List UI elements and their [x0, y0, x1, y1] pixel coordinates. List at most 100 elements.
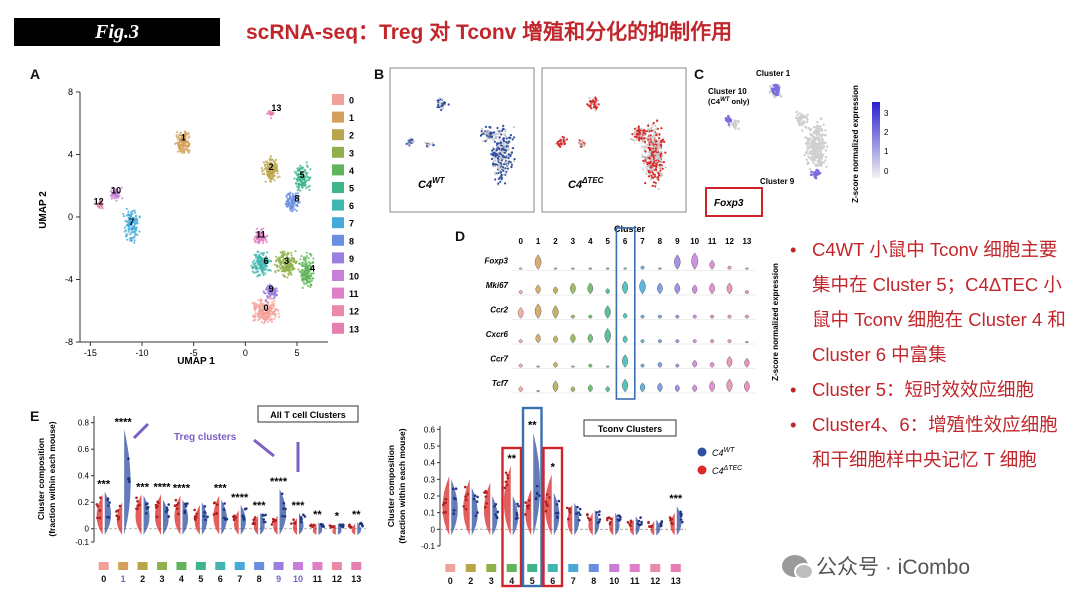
legend-swatch	[332, 287, 344, 299]
violin-mark	[640, 314, 645, 319]
umap-tec-points	[554, 96, 667, 190]
umap-cluster-label: 11	[256, 229, 266, 239]
colorbar-tick: 2	[884, 128, 889, 137]
comp-violin-wt	[574, 502, 580, 536]
umap-cluster-label: 9	[269, 284, 274, 294]
cluster-x-label: 8	[591, 576, 596, 586]
umap-cluster-label: 2	[269, 162, 274, 172]
comp-point	[495, 516, 499, 520]
highlight-cluster-box	[615, 227, 636, 400]
comp-point	[155, 515, 159, 519]
comp-point	[535, 496, 538, 500]
violin-mark	[553, 286, 558, 295]
legend-label: 10	[349, 272, 359, 282]
comp-point	[452, 512, 455, 515]
umap-y-tick: 8	[68, 87, 73, 97]
significance-stars: **	[507, 453, 516, 465]
comp-point	[184, 502, 187, 506]
cluster-x-label: 3	[489, 576, 494, 586]
violin-mark	[622, 354, 629, 368]
significance-stars: ****	[231, 492, 249, 504]
comp-point	[338, 523, 342, 526]
comp-point	[156, 500, 159, 504]
cluster-swatch	[506, 564, 517, 572]
umap-cluster-label: 10	[111, 186, 121, 196]
comp-point	[514, 517, 518, 520]
violin-mark	[744, 357, 750, 368]
legend-swatch	[332, 322, 344, 334]
cluster-x-label: 10	[293, 574, 303, 584]
violin-mark	[692, 384, 698, 393]
comp-violin-tec	[442, 476, 450, 536]
comp-point	[679, 515, 683, 518]
violin-gene-label: Ccr2	[490, 305, 508, 314]
comp-violin-wt	[533, 432, 541, 536]
violin-mark	[640, 363, 645, 368]
significance-stars: **	[313, 509, 322, 521]
comp-y-tick: 0.8	[78, 419, 90, 428]
legend-swatch	[332, 234, 344, 246]
umap-x-tick: -5	[190, 348, 198, 358]
comp-point	[98, 509, 102, 512]
comp-violin-wt	[299, 512, 304, 535]
comp-y-tick: 0.4	[78, 472, 90, 481]
legend-label: 11	[349, 289, 359, 299]
comp-point	[485, 502, 488, 505]
comp-point	[626, 521, 630, 524]
violin-mark	[552, 305, 559, 319]
cluster-x-label: 2	[140, 574, 145, 584]
comp-point	[253, 516, 257, 519]
legend-tec-dot	[697, 465, 707, 475]
cluster-x-label: 5	[530, 576, 535, 586]
comp-point	[203, 511, 207, 514]
comp-point	[206, 515, 209, 519]
comp-point	[128, 480, 131, 483]
comp-point	[618, 518, 622, 521]
colorbar-ticks: 3 2 1 0	[884, 109, 889, 176]
violin-mark	[657, 314, 662, 319]
violin-mark	[518, 290, 523, 295]
comp-point	[557, 499, 561, 503]
significance-stars: ***	[97, 479, 111, 491]
comp-point	[526, 507, 530, 510]
comp-violin-wt	[182, 499, 189, 535]
comp-violin-wt	[451, 479, 458, 536]
cluster-10-note-sub: (C4WT only)	[708, 97, 750, 106]
comp-point	[669, 518, 672, 522]
violin-gene-label: Cxcr6	[486, 330, 509, 339]
cluster-swatch	[234, 562, 245, 570]
comp-point	[628, 523, 631, 526]
colorbar	[872, 102, 880, 178]
comp-point	[555, 515, 559, 518]
comp-point	[484, 505, 487, 509]
comp-point	[442, 511, 445, 514]
watermark-text: 公众号 · iCombo	[816, 556, 971, 579]
comp-point	[484, 495, 488, 498]
comp-point	[545, 493, 549, 496]
comp-point	[544, 509, 548, 513]
comp-violin-tec	[174, 495, 181, 535]
cluster-swatch	[445, 564, 456, 572]
comp-point	[476, 495, 479, 499]
cluster-x-label: 4	[509, 576, 514, 586]
violin-cluster-label: 13	[742, 237, 751, 246]
umap-ylabel: UMAP 2	[38, 191, 49, 229]
cluster-swatch	[609, 564, 620, 572]
comp-point	[263, 520, 267, 524]
comp-point	[681, 520, 684, 524]
significance-stars: ***	[136, 481, 150, 493]
violin-mark	[675, 314, 680, 319]
umap-cluster-label: 7	[129, 217, 134, 227]
comp-violin-wt	[143, 495, 150, 535]
legend-swatch	[332, 199, 344, 211]
violin-mark	[709, 259, 715, 270]
watermark: 公众号 · iCombo	[782, 548, 1062, 584]
comp-point	[156, 505, 159, 508]
violin-mark	[692, 314, 697, 319]
comp-violin-wt	[104, 491, 112, 535]
violin-mark	[745, 267, 749, 270]
comp-point	[341, 525, 345, 529]
comp-point	[175, 507, 179, 510]
